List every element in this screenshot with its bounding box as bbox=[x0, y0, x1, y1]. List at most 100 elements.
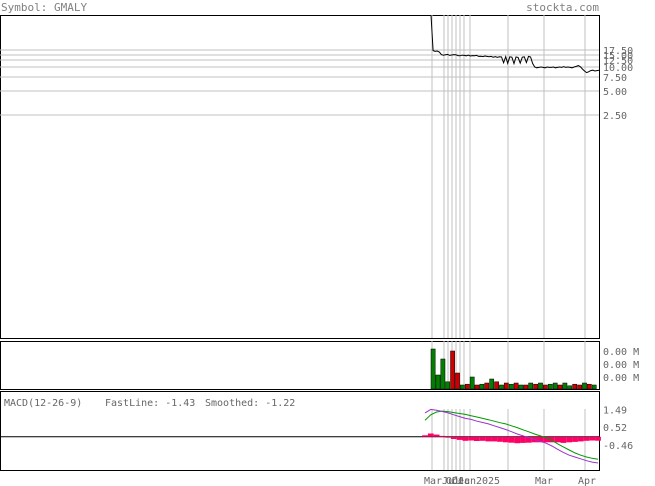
macd-hist-bar-1 bbox=[427, 433, 434, 437]
macd-fast-line bbox=[424, 408, 599, 464]
volume-bar-11 bbox=[484, 382, 490, 390]
volume-bar-23 bbox=[543, 384, 548, 390]
macd-hist-bar-22 bbox=[549, 436, 555, 443]
macd-hist-bar-11 bbox=[485, 436, 492, 442]
volume-bar-14 bbox=[499, 384, 504, 390]
macd-hist-bar-7 bbox=[462, 436, 469, 441]
volume-tick-label-0: 0.00 M bbox=[603, 347, 639, 358]
volume-bar-12 bbox=[489, 378, 495, 390]
volume-bar-3 bbox=[445, 381, 451, 390]
volume-bar-27 bbox=[562, 382, 568, 390]
volume-bar-31 bbox=[582, 382, 587, 390]
macd-smoothed-legend: Smoothed: -1.22 bbox=[205, 398, 295, 409]
volume-bar-10 bbox=[479, 383, 485, 390]
macd-hist-bar-29 bbox=[589, 436, 596, 441]
macd-hist-bar-26 bbox=[572, 436, 578, 442]
volume-bar-0 bbox=[430, 348, 436, 390]
macd-hist-bar-8 bbox=[468, 436, 475, 441]
volume-bar-17 bbox=[513, 382, 519, 390]
macd-hist-bar-13 bbox=[497, 436, 503, 442]
volume-bar-19 bbox=[523, 384, 529, 390]
volume-bar-30 bbox=[577, 384, 582, 390]
volume-bar-2 bbox=[440, 358, 446, 390]
macd-hist-bar-12 bbox=[491, 436, 498, 442]
macd-hist-bar-25 bbox=[566, 436, 573, 443]
macd-hist-bar-24 bbox=[560, 436, 567, 443]
macd-hist-bar-0 bbox=[422, 435, 428, 437]
volume-bar-21 bbox=[533, 383, 538, 390]
macd-fastline-legend: FastLine: -1.43 bbox=[105, 398, 195, 409]
macd-tick-label-0: 1.49 bbox=[603, 405, 627, 416]
macd-tick-label-1: 0.52 bbox=[603, 423, 627, 434]
macd-tick-label-2: -0.46 bbox=[603, 441, 633, 452]
volume-bar-33 bbox=[591, 384, 597, 390]
macd-hist-bar-4 bbox=[445, 436, 451, 438]
price-tick-label-6: 2.50 bbox=[603, 111, 627, 122]
volume-bar-8 bbox=[469, 376, 475, 390]
macd-hist-bar-17 bbox=[520, 436, 526, 443]
macd-title: MACD(12-26-9) bbox=[4, 398, 82, 409]
macd-hist-bar-21 bbox=[543, 436, 549, 443]
macd-hist-bar-3 bbox=[439, 435, 446, 437]
x-tick-label-4: Jan bbox=[458, 476, 476, 486]
price-line bbox=[430, 14, 600, 74]
x-tick-label-6: Mar bbox=[535, 476, 553, 486]
macd-smoothed-line bbox=[424, 410, 599, 460]
volume-bar-29 bbox=[572, 383, 578, 390]
macd-hist-bar-20 bbox=[537, 436, 544, 443]
volume-bar-22 bbox=[538, 382, 543, 390]
macd-hist-bar-30 bbox=[595, 436, 601, 441]
volume-bar-6 bbox=[460, 384, 465, 390]
macd-hist-bar-15 bbox=[508, 436, 515, 443]
volume-bar-24 bbox=[547, 383, 553, 390]
volume-bar-1 bbox=[435, 374, 441, 390]
volume-bar-25 bbox=[552, 382, 558, 390]
macd-hist-bar-18 bbox=[525, 436, 532, 443]
volume-bar-20 bbox=[528, 382, 534, 390]
price-tick-label-5: 5.00 bbox=[603, 87, 627, 98]
macd-frame bbox=[0, 391, 600, 471]
x-tick-label-1: Jul bbox=[442, 476, 460, 486]
x-tick-label-5: 2025 bbox=[476, 476, 500, 486]
volume-bar-9 bbox=[474, 384, 480, 390]
volume-bar-7 bbox=[464, 383, 470, 390]
x-tick-label-0: Mar bbox=[424, 476, 442, 486]
site-label: stockta.com bbox=[526, 1, 599, 14]
macd-hist-bar-23 bbox=[554, 436, 561, 443]
macd-hist-bar-28 bbox=[583, 436, 590, 441]
x-tick-label-3: Dec bbox=[452, 476, 470, 486]
volume-bar-28 bbox=[567, 385, 573, 390]
volume-tick-label-1: 0.00 M bbox=[603, 360, 639, 371]
macd-hist-bar-10 bbox=[479, 436, 486, 441]
volume-bar-15 bbox=[503, 382, 509, 390]
macd-panel: MACD(12-26-9) FastLine: -1.43 Smoothed: … bbox=[0, 391, 633, 471]
volume-bar-5 bbox=[455, 372, 460, 390]
volume-bar-26 bbox=[557, 384, 563, 390]
price-tick-label-2: 12.50 bbox=[603, 56, 633, 67]
macd-hist-bar-2 bbox=[433, 434, 440, 437]
price-tick-label-3: 10.00 bbox=[603, 63, 633, 74]
volume-tick-label-2: 0.00 M bbox=[603, 373, 639, 384]
volume-bar-32 bbox=[586, 383, 592, 390]
price-tick-label-1: 15.00 bbox=[603, 51, 633, 62]
symbol-label: Symbol: GMALY bbox=[1, 1, 87, 14]
volume-panel: 0.00 M 0.00 M 0.00 M bbox=[0, 341, 639, 390]
macd-hist-bar-5 bbox=[450, 436, 457, 439]
volume-bar-18 bbox=[518, 384, 524, 390]
volume-frame bbox=[0, 341, 600, 390]
volume-bar-16 bbox=[508, 383, 514, 390]
macd-hist-bar-16 bbox=[514, 436, 521, 444]
volume-bar-13 bbox=[494, 381, 499, 390]
x-tick-label-2: Oct bbox=[446, 476, 464, 486]
volume-bar-4 bbox=[450, 350, 455, 390]
macd-hist-bar-14 bbox=[502, 436, 509, 443]
macd-hist-bar-9 bbox=[474, 436, 480, 441]
macd-hist-bar-27 bbox=[577, 436, 584, 442]
x-tick-label-7: Apr bbox=[578, 476, 596, 486]
price-frame bbox=[0, 15, 600, 339]
price-tick-label-4: 7.50 bbox=[603, 73, 627, 84]
macd-hist-bar-6 bbox=[456, 436, 463, 440]
